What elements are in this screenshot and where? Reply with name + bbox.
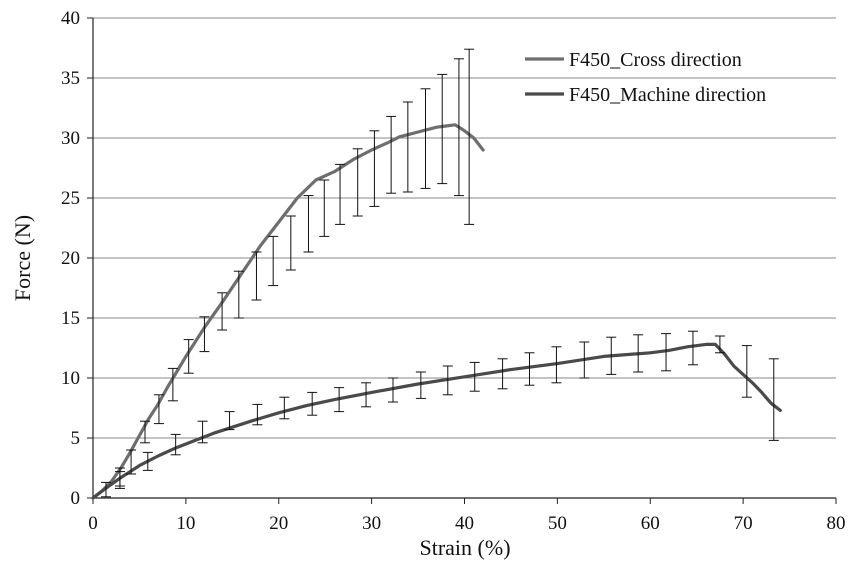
error-bar bbox=[714, 335, 725, 354]
error-bar bbox=[402, 101, 413, 193]
series-line-1 bbox=[91, 123, 485, 500]
y-tick-label: 20 bbox=[61, 248, 80, 269]
y-tick-label: 15 bbox=[61, 308, 80, 329]
error-bar bbox=[415, 371, 426, 399]
error-bar bbox=[199, 316, 210, 353]
x-axis-title: Strain (%) bbox=[419, 535, 510, 560]
error-bar bbox=[579, 341, 590, 379]
x-tick-label: 20 bbox=[269, 513, 288, 534]
error-bar bbox=[142, 451, 153, 471]
legend-label-2: F450_Machine direction bbox=[569, 84, 766, 106]
error-bar bbox=[319, 179, 330, 237]
x-tick-label: 70 bbox=[734, 513, 753, 534]
error-bar bbox=[140, 420, 151, 444]
error-bar bbox=[126, 449, 137, 475]
error-bar bbox=[551, 346, 562, 384]
error-bar bbox=[687, 330, 698, 366]
x-tick-label: 50 bbox=[548, 513, 567, 534]
error-bar bbox=[661, 333, 672, 372]
x-tick-label: 30 bbox=[362, 513, 381, 534]
y-tick-label: 35 bbox=[61, 68, 80, 89]
series-layer bbox=[91, 123, 782, 500]
error-bar bbox=[437, 73, 448, 185]
error-bar bbox=[334, 387, 345, 413]
error-bar bbox=[606, 336, 617, 375]
axes bbox=[87, 17, 837, 504]
error-bars-layer bbox=[101, 48, 779, 498]
error-bar bbox=[233, 270, 244, 319]
error-bar bbox=[285, 215, 296, 271]
error-bar bbox=[170, 433, 181, 456]
error-bar bbox=[153, 394, 164, 425]
series-line-2 bbox=[91, 342, 782, 500]
error-bar bbox=[453, 58, 464, 197]
y-tick-label: 0 bbox=[71, 488, 81, 509]
y-tick-label: 5 bbox=[71, 428, 81, 449]
legend-label-1: F450_Cross direction bbox=[569, 49, 742, 71]
x-tick-label: 40 bbox=[455, 513, 474, 534]
error-bar bbox=[361, 382, 372, 408]
x-tick-labels: 0 10 20 30 40 50 60 70 80 bbox=[88, 513, 845, 534]
error-bar bbox=[197, 420, 208, 444]
error-bar bbox=[307, 391, 318, 416]
error-bar bbox=[268, 235, 279, 287]
error-bar bbox=[251, 251, 262, 301]
error-bar bbox=[217, 292, 228, 331]
error-bar bbox=[442, 365, 453, 396]
error-bar bbox=[741, 345, 752, 398]
error-bar bbox=[768, 358, 779, 441]
error-bar bbox=[279, 396, 290, 420]
x-tick-label: 80 bbox=[827, 513, 846, 534]
y-tick-label: 10 bbox=[61, 368, 80, 389]
error-bar bbox=[464, 48, 475, 225]
legend: F450_Cross direction F450_Machine directi… bbox=[525, 49, 766, 106]
x-tick-label: 10 bbox=[176, 513, 195, 534]
error-bar bbox=[420, 88, 431, 189]
y-tick-label: 40 bbox=[61, 8, 80, 29]
error-bar bbox=[114, 471, 125, 489]
error-bar bbox=[387, 377, 398, 403]
x-tick-label: 60 bbox=[641, 513, 660, 534]
error-bar bbox=[252, 403, 263, 426]
y-tick-label: 30 bbox=[61, 128, 80, 149]
error-bar bbox=[469, 361, 480, 392]
error-bar bbox=[101, 481, 112, 498]
error-bar bbox=[224, 411, 235, 431]
error-bar bbox=[633, 334, 644, 373]
error-bar bbox=[352, 148, 363, 217]
error-bar bbox=[167, 367, 178, 402]
y-axis-title: Force (N) bbox=[10, 215, 35, 301]
y-tick-labels: 0 5 10 15 20 25 30 35 40 bbox=[61, 8, 80, 509]
x-tick-label: 0 bbox=[88, 513, 98, 534]
gridlines bbox=[93, 17, 836, 439]
error-bar bbox=[183, 339, 194, 374]
error-bar bbox=[335, 163, 346, 225]
error-bar bbox=[369, 130, 380, 207]
error-bar bbox=[386, 115, 397, 194]
y-tick-label: 25 bbox=[61, 188, 80, 209]
error-bar bbox=[524, 352, 535, 386]
error-bar bbox=[497, 358, 508, 390]
error-bar bbox=[303, 195, 314, 253]
